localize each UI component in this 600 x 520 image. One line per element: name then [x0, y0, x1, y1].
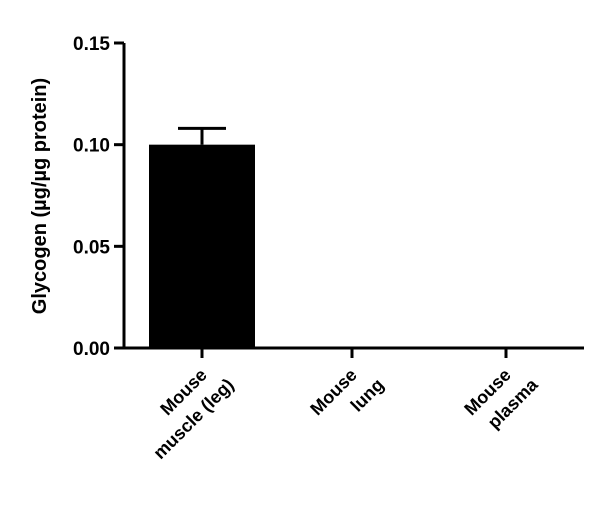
x-tick-label: Mousemuscle (leg)	[131, 356, 238, 463]
y-tick-label: 0.15	[73, 34, 110, 55]
bar	[149, 144, 255, 348]
x-tick-label-line: Mouse	[306, 365, 360, 419]
y-axis-title: Glycogen (µg/µg protein)	[29, 78, 51, 314]
x-tick-label: Mouselung	[306, 356, 387, 437]
plot-area: 0.00 0.05 0.10 0.15 Mousemuscle (leg) Mouselu…	[73, 34, 584, 463]
y-tick-label: 0.05	[73, 237, 110, 258]
x-tick-label: Mouseplasma	[460, 356, 542, 438]
y-tick-label: 0.00	[73, 339, 110, 360]
y-tick-label: 0.10	[73, 136, 110, 157]
